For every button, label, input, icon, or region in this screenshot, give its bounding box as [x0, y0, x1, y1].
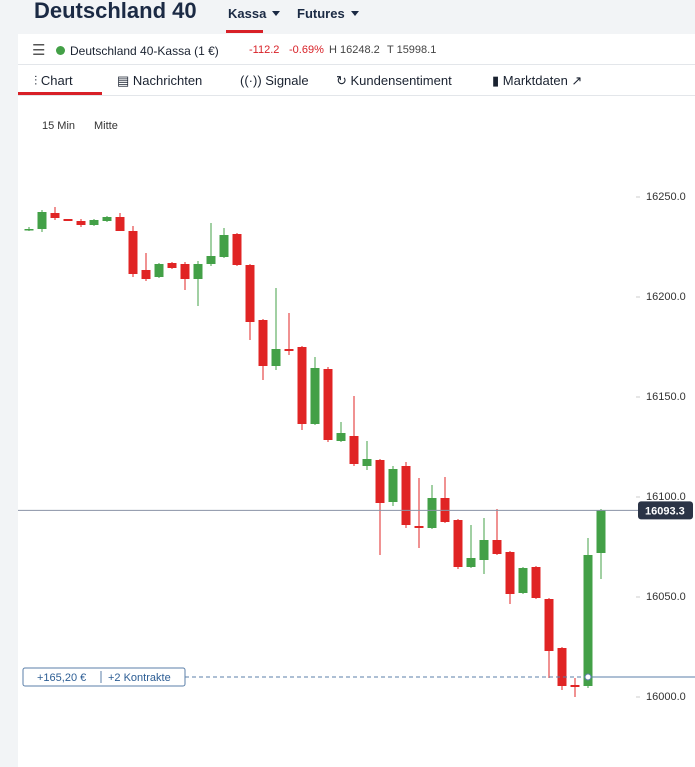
- nav-label: Marktdaten: [502, 73, 568, 88]
- last-price-label: 16093.3: [645, 505, 685, 517]
- y-tick-label: 16100.0: [646, 491, 686, 503]
- candle-body: [128, 231, 138, 274]
- candle-body: [362, 459, 372, 466]
- candle-body: [297, 347, 307, 424]
- y-tick-label: 16150.0: [646, 391, 686, 403]
- y-tick-label: 16250.0: [646, 191, 686, 203]
- active-nav-line: [18, 92, 102, 95]
- nav-item[interactable]: ⫶ Chart: [34, 73, 73, 88]
- candle-body: [505, 552, 515, 594]
- change-pct: -0.69%: [289, 44, 324, 56]
- price-mode[interactable]: Mitte: [94, 120, 118, 132]
- y-tick-label: 16200.0: [646, 291, 686, 303]
- nav-label: Nachrichten: [132, 73, 203, 88]
- nav-label: Chart: [40, 73, 73, 88]
- low: T 15998.1: [387, 44, 437, 56]
- position-box: [22, 667, 186, 687]
- title: Deutschland 40: [34, 0, 197, 23]
- interval[interactable]: 15 Min: [42, 120, 76, 132]
- candle-body: [596, 510, 606, 553]
- candle-body: [24, 229, 34, 231]
- candle-body: [50, 213, 60, 218]
- nav-label: Signale: [265, 73, 309, 88]
- chart: 16000.0 16050.0 16100.0 16150.0 16200.0 16250…: [18, 191, 695, 703]
- nav-label: Kundensentiment: [350, 73, 452, 88]
- tab[interactable]: Kassa: [228, 6, 280, 21]
- nav-item[interactable]: ((·)) Signale: [240, 73, 309, 88]
- candle-body: [141, 270, 151, 279]
- tab[interactable]: Futures: [297, 6, 359, 21]
- candle-body: [518, 568, 528, 593]
- candle-body: [167, 263, 177, 268]
- candle-body: [466, 558, 476, 567]
- candle-body: [154, 264, 164, 277]
- nav: ⫶ Chart ▤ Nachrichten ((·)) Signale ↻ Ku…: [18, 65, 695, 96]
- candle-body: [245, 265, 255, 322]
- candle-body: [310, 368, 320, 424]
- candle-body: [531, 567, 541, 598]
- y-tick-label: 16050.0: [646, 591, 686, 603]
- candle-body: [349, 436, 359, 464]
- candle-body: [414, 526, 424, 528]
- instrument-name: Deutschland 40-Kassa (1 €): [70, 44, 219, 58]
- quote-row: ☰ Deutschland 40-Kassa (1 €) -112.2 -0.6…: [18, 36, 695, 65]
- candle-body: [258, 320, 268, 366]
- status-dot: [56, 46, 65, 55]
- candle-body: [271, 349, 281, 366]
- candle-body: [453, 520, 463, 567]
- panel: [18, 34, 695, 767]
- nav-item[interactable]: ▤ Nachrichten: [117, 73, 203, 88]
- candle-body: [89, 220, 99, 225]
- candle-body: [102, 217, 112, 221]
- candle-body: [570, 685, 580, 687]
- candle-body: [557, 648, 567, 686]
- candle-body: [219, 235, 229, 257]
- candle-body: [76, 221, 86, 225]
- candle-body: [401, 466, 411, 525]
- candle-body: [479, 540, 489, 560]
- candle-body: [583, 555, 593, 686]
- candle-body: [206, 256, 216, 264]
- y-tick-label: 16000.0: [646, 691, 686, 703]
- high: H 16248.2: [329, 44, 380, 56]
- candle-body: [375, 460, 385, 503]
- position-size: +2 Kontrakte: [108, 672, 171, 684]
- candle-body: [115, 217, 125, 231]
- last-price-box: [638, 501, 693, 520]
- candle-body: [37, 212, 47, 229]
- candle-body: [63, 219, 73, 221]
- change: -112.2: [249, 44, 280, 56]
- candle-body: [388, 469, 398, 502]
- menu-icon[interactable]: ☰: [32, 42, 46, 59]
- candle-body: [427, 498, 437, 528]
- position-marker: [584, 673, 592, 681]
- candle-body: [544, 599, 554, 651]
- nav-item[interactable]: ▮ Marktdaten ↗: [492, 73, 583, 88]
- candle-body: [284, 349, 294, 351]
- candle-body: [336, 433, 346, 441]
- candle-body: [232, 234, 242, 265]
- candle-body: [492, 540, 502, 554]
- candle-body: [180, 264, 190, 279]
- position-pl: +165,20 €: [37, 672, 86, 684]
- nav-item[interactable]: ↻ Kundensentiment: [336, 73, 452, 88]
- candle-body: [193, 264, 203, 279]
- candle-body: [323, 369, 333, 440]
- active-tab-line: [226, 30, 263, 33]
